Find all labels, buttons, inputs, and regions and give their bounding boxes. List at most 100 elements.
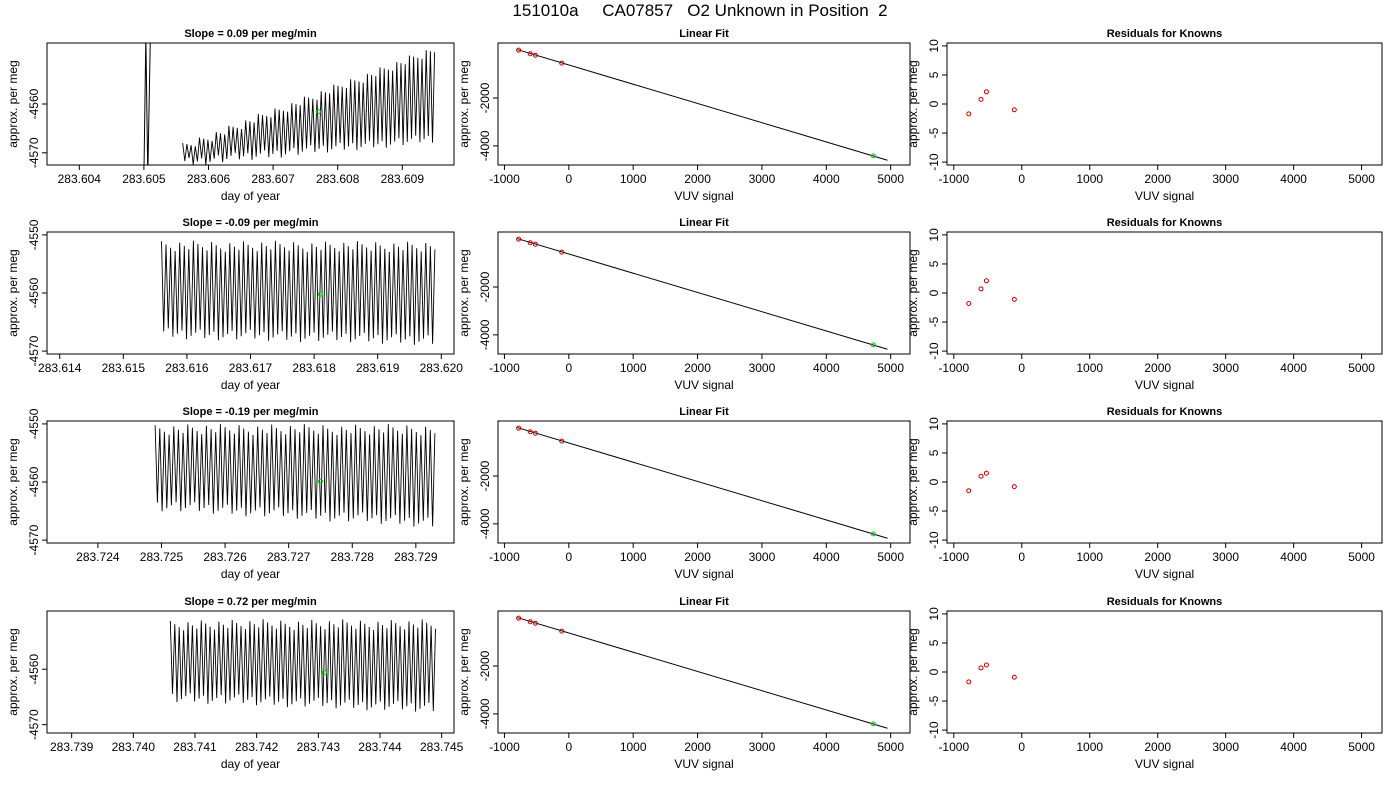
x-tick-label: 4000 <box>813 550 840 564</box>
y-axis-label: approx. per meg <box>906 249 920 336</box>
x-tick-label: 2000 <box>684 550 711 564</box>
residual-point <box>978 665 984 671</box>
data-area <box>966 662 1017 685</box>
x-tick-label: 283.606 <box>187 172 231 186</box>
x-tick-label: 2000 <box>684 740 711 754</box>
panel-title: Linear Fit <box>679 406 729 418</box>
plot-frame <box>497 42 911 166</box>
fit-line <box>517 238 888 350</box>
panel-title: Residuals for Knowns <box>1107 217 1223 229</box>
x-tick-label: 2000 <box>1144 172 1171 186</box>
y-tick-label: -4570 <box>27 137 41 168</box>
x-tick-label: 283.605 <box>122 172 166 186</box>
x-tick-label: 1000 <box>1076 550 1103 564</box>
plot-frame <box>497 610 911 734</box>
y-tick-label: -5 <box>927 316 941 327</box>
unknown-point <box>322 670 327 676</box>
y-tick-label: 10 <box>927 417 941 431</box>
y-tick-label: -5 <box>927 695 941 706</box>
x-tick-label: 2000 <box>1144 550 1171 564</box>
plot-frame <box>46 610 455 734</box>
y-tick-label: -4560 <box>27 654 41 685</box>
y-axis-label: approx. per meg <box>906 438 920 525</box>
x-tick-label: 2000 <box>1144 361 1171 375</box>
y-tick-label: -4000 <box>478 130 492 161</box>
known-point <box>559 438 565 444</box>
known-point <box>527 619 533 625</box>
y-tick-label: -2000 <box>478 271 492 302</box>
residual-point <box>983 662 989 668</box>
residual-point <box>978 473 984 479</box>
panel-10: Slope = 0.72 per meg/min 283.739 283.740 28… <box>6 596 464 771</box>
residual-point <box>966 679 972 685</box>
panel-title: Linear Fit <box>679 596 729 608</box>
plot-frame <box>497 231 911 355</box>
plot-frame <box>946 42 1383 166</box>
known-point <box>516 236 522 242</box>
known-point <box>532 52 538 58</box>
x-tick-label: 5000 <box>1348 550 1375 564</box>
x-tick-label: 283.616 <box>165 361 209 375</box>
trace-line <box>182 50 436 165</box>
y-tick-label: -4560 <box>27 466 41 497</box>
x-tick-label: 3000 <box>749 361 776 375</box>
x-tick-label: 283.740 <box>112 740 156 754</box>
plot-frame <box>946 420 1383 544</box>
trace-line <box>169 619 436 712</box>
x-tick-label: 0 <box>565 172 572 186</box>
x-tick-label: 2000 <box>1144 740 1171 754</box>
x-tick-label: 283.741 <box>173 740 217 754</box>
x-tick-label: 5000 <box>1348 361 1375 375</box>
plot-frame <box>46 42 455 166</box>
x-tick-label: -1000 <box>489 740 520 754</box>
panel-1: Slope = 0.09 per meg/min 283.604 283.605 28… <box>6 28 455 203</box>
unknown-point <box>317 291 323 297</box>
y-tick-label: -4570 <box>27 709 41 740</box>
y-axis-label: approx. per meg <box>906 628 920 715</box>
x-tick-label: -1000 <box>938 172 969 186</box>
x-tick-label: 283.727 <box>267 550 311 564</box>
panel-title: Slope = -0.19 per meg/min <box>182 406 318 418</box>
y-tick-label: -4570 <box>27 335 41 366</box>
x-tick-label: 283.619 <box>356 361 400 375</box>
residual-point <box>978 286 984 292</box>
x-axis-label: VUV signal <box>1135 757 1194 771</box>
y-tick-label: 0 <box>927 289 941 296</box>
y-tick-label: -2000 <box>478 82 492 113</box>
plot-frame <box>946 610 1383 734</box>
x-tick-label: 0 <box>565 550 572 564</box>
known-point <box>559 249 565 255</box>
y-tick-label: 0 <box>927 668 941 675</box>
y-tick-label: 5 <box>927 639 941 646</box>
x-axis-label: day of year <box>221 189 280 203</box>
fit-line <box>517 49 888 161</box>
panel-3: Residuals for Knowns -1000 0 1000 2000 3000 40… <box>906 28 1383 203</box>
x-axis-label: VUV signal <box>1135 378 1194 392</box>
panel-title: Residuals for Knowns <box>1107 596 1223 608</box>
x-tick-label: 4000 <box>813 172 840 186</box>
y-axis-label: approx. per meg <box>6 628 20 715</box>
x-tick-label: 4000 <box>1280 740 1307 754</box>
panel-6: Residuals for Knowns -1000 0 1000 2000 3000 40… <box>906 217 1383 392</box>
residual-point <box>1011 484 1017 490</box>
unknown-point <box>317 478 323 484</box>
x-tick-label: 4000 <box>1280 172 1307 186</box>
x-tick-label: 283.608 <box>316 172 360 186</box>
data-area <box>161 240 436 345</box>
trace-line <box>161 240 436 345</box>
known-point <box>559 60 565 66</box>
x-tick-label: 4000 <box>813 740 840 754</box>
panel-title: Slope = -0.09 per meg/min <box>182 217 318 229</box>
x-tick-label: 2000 <box>684 361 711 375</box>
fit-line <box>517 427 888 539</box>
x-tick-label: 3000 <box>749 550 776 564</box>
unknown-point <box>870 721 876 727</box>
y-axis-label: approx. per meg <box>906 60 920 147</box>
residual-point <box>966 300 972 306</box>
x-tick-label: 4000 <box>1280 361 1307 375</box>
data-area <box>516 47 888 161</box>
trace-line <box>154 423 436 527</box>
panel-2: Linear Fit -1000 0 1000 2000 3000 4000 5000 -200… <box>457 28 911 203</box>
x-tick-label: 283.726 <box>203 550 247 564</box>
